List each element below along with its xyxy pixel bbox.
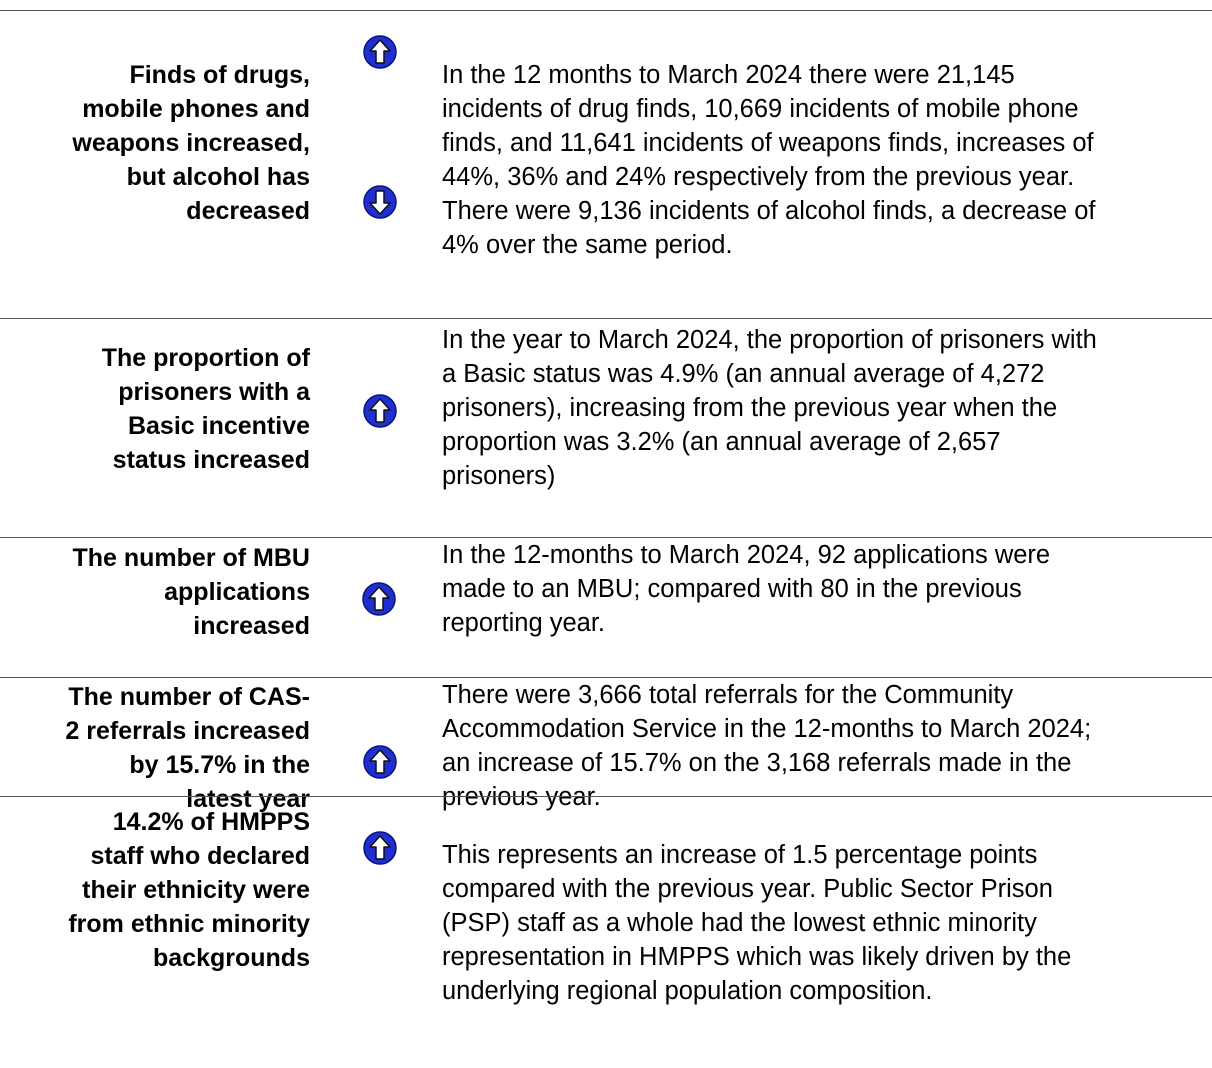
text-line: In the year to March 2024, the proportio… [442,326,1097,354]
arrow-icon-up [363,745,397,779]
text-line: compared with the previous year. Public … [442,875,1053,903]
text-line: decreased [186,197,310,225]
text-line: an increase of 15.7% on the 3,168 referr… [442,749,1072,777]
text-line: backgrounds [153,944,310,972]
text-line: but alcohol has [126,163,310,191]
text-line: The proportion of [101,344,310,372]
text-line: a Basic status was 4.9% (an annual avera… [442,360,1045,388]
text-line: representation in HMPPS which was likely… [442,943,1072,971]
text-line: made to an MBU; compared with 80 in the … [442,575,1022,603]
row-text: This represents an increase of 1.5 perce… [442,838,1071,1008]
divider [0,677,1212,678]
text-line: Accommodation Service in the 12-months t… [442,715,1092,743]
row-heading: 14.2% of HMPPS staff who declared their et… [0,805,310,975]
text-line: reporting year. [442,609,606,637]
arrow-icon-down [363,185,397,219]
row-text: There were 3,666 total referrals for the… [442,678,1091,814]
text-line: weapons increased, [72,129,310,157]
text-line: staff who declared [90,842,311,870]
row-text: In the 12 months to March 2024 there wer… [442,58,1095,262]
row-heading: The proportion of prisoners with a Basic i… [0,341,310,477]
arrow-icon-up [363,394,397,428]
text-line: In the 12 months to March 2024 there wer… [442,61,1015,89]
text-line: 14.2% of HMPPS [112,808,310,836]
text-line: 4% over the same period. [442,231,733,259]
row-heading: The number of CAS- 2 referrals increased b… [0,680,310,816]
text-line: The number of CAS- [68,683,310,711]
arrow-icon-up [362,582,396,616]
divider [0,537,1212,538]
text-line: underlying regional population compositi… [442,977,933,1005]
divider [0,10,1212,11]
text-line: their ethnicity were [82,876,310,904]
row-heading: Finds of drugs, mobile phones and weapons … [0,58,310,228]
row-heading: The number of MBU applications increased [0,541,311,643]
text-line: applications [164,578,310,606]
divider [0,318,1212,319]
arrow-icon-up [363,831,397,865]
text-line: In the 12-months to March 2024, 92 appli… [442,541,1051,569]
text-line: There were 9,136 incidents of alcohol fi… [442,197,1096,225]
text-line: (PSP) staff as a whole had the lowest et… [442,909,1037,937]
arrow-icon-up [363,35,397,69]
text-line: from ethnic minority [68,910,310,938]
text-line: incidents of drug finds, 10,669 incident… [442,95,1079,123]
text-line: 2 referrals increased [65,717,310,745]
text-line: Basic incentive [127,412,310,440]
divider [0,796,1212,797]
text-line: 44%, 36% and 24% respectively from the p… [442,163,1075,191]
text-line: by 15.7% in the [129,751,310,779]
text-line: status increased [112,446,310,474]
text-line: proportion was 3.2% (an annual average o… [442,428,1001,456]
text-line: The number of MBU [72,544,311,572]
text-line: mobile phones and [82,95,310,123]
text-line: prisoners with a [118,378,310,406]
text-line: prisoners) [442,462,556,490]
text-line: latest year [186,785,310,813]
text-line: There were 3,666 total referrals for the… [442,681,1014,709]
row-text: In the 12-months to March 2024, 92 appli… [442,538,1050,640]
text-line: prisoners), increasing from the previous… [442,394,1058,422]
text-line: finds, and 11,641 incidents of weapons f… [442,129,1094,157]
text-line: previous year. [442,783,601,811]
text-line: Finds of drugs, [129,61,310,89]
text-line: increased [193,612,310,640]
row-text: In the year to March 2024, the proportio… [442,323,1097,493]
text-line: This represents an increase of 1.5 perce… [442,841,1038,869]
